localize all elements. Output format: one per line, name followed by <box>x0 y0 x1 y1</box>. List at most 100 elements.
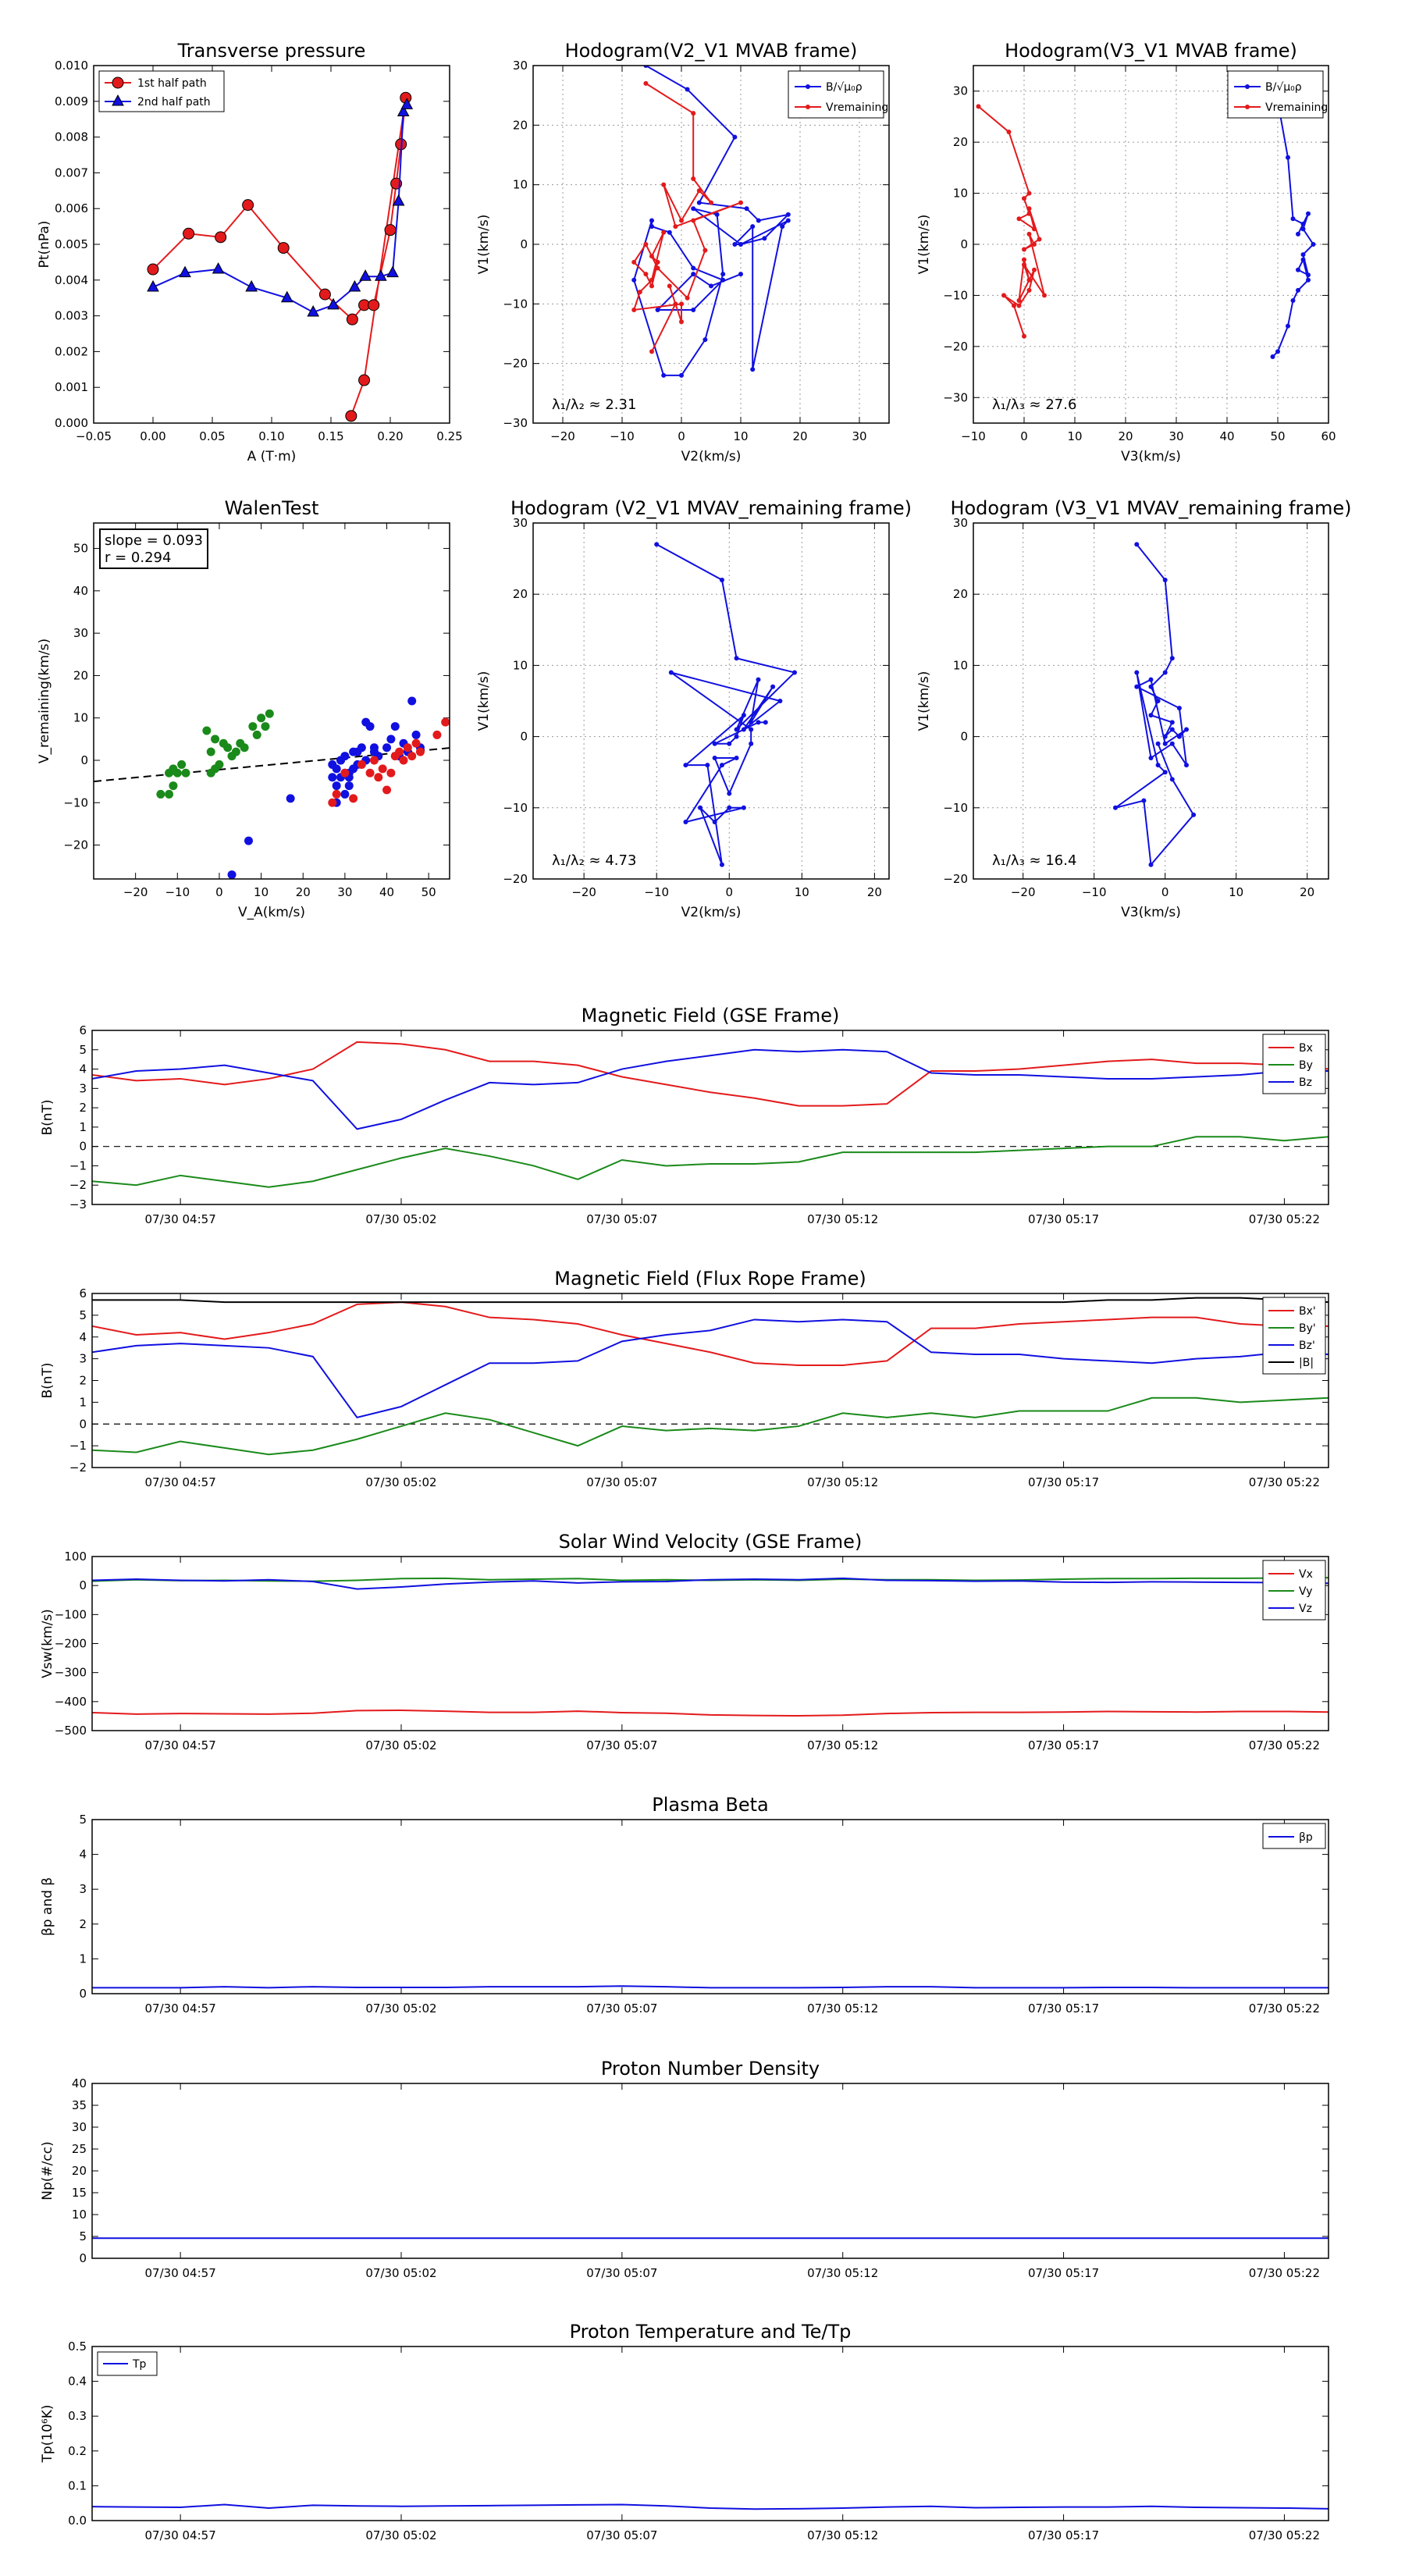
data-point <box>696 188 702 194</box>
data-point <box>1026 190 1032 196</box>
x-tick-label: 07/30 04:57 <box>145 2266 216 2280</box>
y-axis-label: V_remaining(km/s) <box>37 639 52 763</box>
data-point <box>719 763 724 768</box>
plot-area <box>631 66 791 378</box>
y-tick-label: 10 <box>513 658 528 672</box>
data-point <box>112 94 124 106</box>
data-point <box>441 717 450 727</box>
data-point <box>679 319 684 325</box>
data-point <box>261 722 270 731</box>
y-tick-label: 4 <box>79 1062 87 1076</box>
data-point <box>1176 706 1182 711</box>
data-point <box>762 236 767 241</box>
data-point <box>756 720 761 725</box>
x-tick-label: 0.15 <box>318 429 343 443</box>
series-line-Vremaining <box>977 105 1045 337</box>
data-point <box>1191 812 1197 817</box>
data-point <box>741 713 746 718</box>
data-point <box>719 862 724 867</box>
data-point <box>359 269 372 281</box>
series-line-B/√μ₀ρ <box>1272 101 1314 358</box>
x-tick-label: 07/30 05:12 <box>807 1212 878 1226</box>
data-point <box>1311 242 1316 247</box>
series-line-1st half path <box>152 98 407 417</box>
series-line-Bx' <box>92 1301 1329 1366</box>
legend-label: Vz <box>1299 1603 1312 1615</box>
legend: Vx Vy Vz <box>1262 1560 1326 1621</box>
data-point <box>679 218 684 223</box>
data-point <box>345 410 357 422</box>
y-tick-label: 20 <box>73 668 88 682</box>
data-point <box>691 206 696 212</box>
data-point <box>661 182 667 187</box>
axes-frame <box>532 522 890 880</box>
y-tick-label: −200 <box>55 1637 87 1651</box>
x-tick-label: 50 <box>1270 429 1285 443</box>
data-point <box>374 773 383 782</box>
y-tick-label: 30 <box>73 626 88 640</box>
x-axis-label: V2(km/s) <box>681 905 742 920</box>
y-axis-label: V1(km/s) <box>476 215 492 275</box>
data-point <box>763 720 768 725</box>
data-point <box>1134 684 1140 689</box>
data-point <box>691 307 696 312</box>
data-point <box>411 730 421 739</box>
x-tick-label: 07/30 05:07 <box>586 2001 657 2016</box>
y-tick-label: 0 <box>520 730 528 744</box>
y-tick-label: 3 <box>79 1882 87 1896</box>
x-axis-label: V2(km/s) <box>681 449 742 464</box>
data-point <box>702 247 708 253</box>
x-tick-label: 07/30 05:07 <box>586 1475 657 1489</box>
x-tick-label: 07/30 05:17 <box>1028 2528 1099 2542</box>
data-point <box>397 105 410 117</box>
chart-title: Hodogram (V3_V1 MVAV_remaining frame) <box>950 497 1351 519</box>
data-point <box>631 277 637 283</box>
data-point <box>112 76 124 89</box>
data-point <box>668 670 674 675</box>
data-point <box>147 279 159 292</box>
legend-label: Tp <box>132 2358 147 2371</box>
data-point <box>649 254 654 259</box>
chart-title: Proton Temperature and Te/Tp <box>570 2321 852 2343</box>
data-point <box>1169 727 1175 732</box>
series-line-V <box>656 543 797 866</box>
axes-frame <box>93 65 450 424</box>
data-point <box>1026 206 1032 212</box>
data-point <box>386 265 399 278</box>
data-point <box>1148 677 1154 682</box>
legend: βp <box>1262 1823 1326 1849</box>
x-tick-label: 07/30 04:57 <box>145 2001 216 2016</box>
data-point <box>712 755 717 760</box>
y-tick-label: 0 <box>79 1140 87 1154</box>
data-point <box>165 789 174 799</box>
x-tick-label: 0.20 <box>377 429 403 443</box>
x-tick-label: 0 <box>725 885 733 899</box>
data-point <box>792 670 798 675</box>
x-tick-label: 07/30 05:02 <box>365 1738 436 1752</box>
data-point <box>806 105 810 109</box>
plot-area <box>92 1297 1329 1456</box>
y-tick-label: 40 <box>73 584 88 598</box>
data-point <box>223 743 233 753</box>
y-tick-label: 0.5 <box>68 2339 87 2354</box>
y-axis-label: V1(km/s) <box>916 215 932 275</box>
data-point <box>386 735 396 744</box>
data-point <box>265 709 274 718</box>
data-point <box>368 299 380 311</box>
y-tick-label: 10 <box>953 658 968 672</box>
x-tick-label: 20 <box>1118 429 1133 443</box>
data-point <box>328 773 337 782</box>
legend-label: |B| <box>1299 1357 1314 1369</box>
data-point <box>655 307 660 312</box>
data-point <box>631 307 637 312</box>
y-tick-label: 0 <box>79 1987 87 2001</box>
data-point <box>395 747 404 756</box>
x-tick-label: 07/30 04:57 <box>145 1475 216 1489</box>
y-tick-label: 0.010 <box>55 59 88 73</box>
data-point <box>407 752 417 761</box>
data-point <box>1162 734 1168 739</box>
data-point <box>673 224 678 229</box>
legend-box <box>1227 70 1324 119</box>
data-point <box>169 781 178 791</box>
data-point <box>1245 105 1250 109</box>
